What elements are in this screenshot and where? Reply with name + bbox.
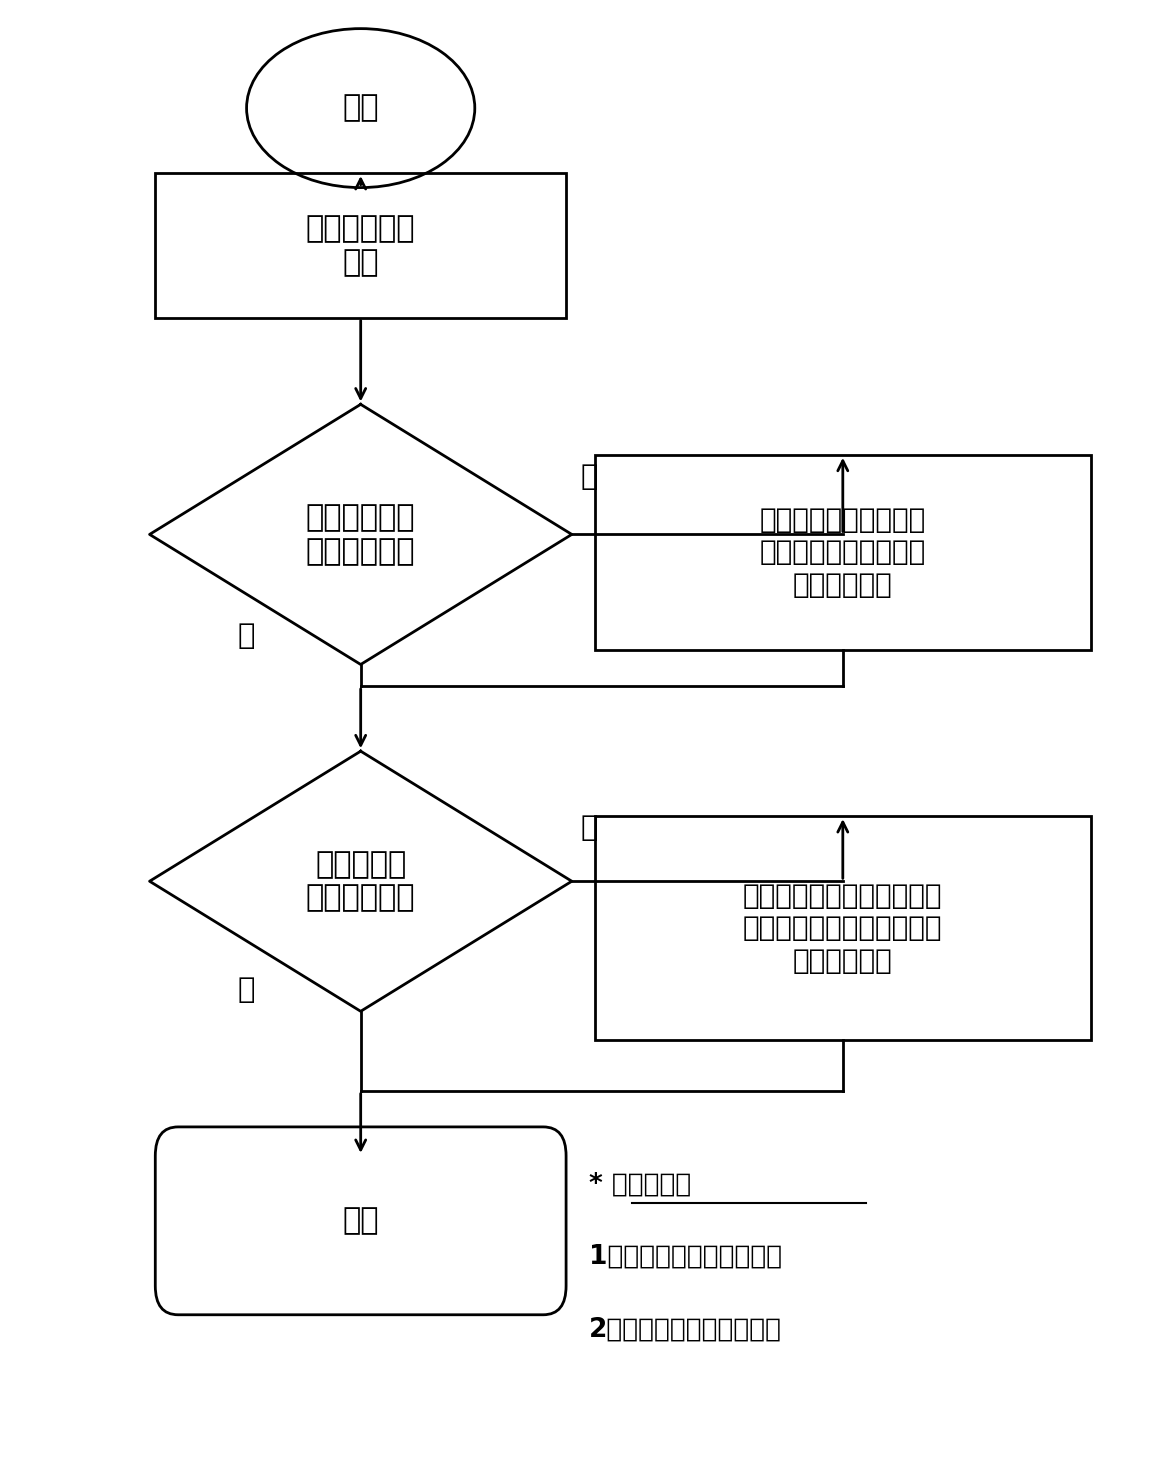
Text: 调整地面站站址，使得单站
站址尽可能在南部，经度靠
近星下点经度: 调整地面站站址，使得单站 站址尽可能在南部，经度靠 近星下点经度 bbox=[743, 881, 942, 975]
Text: 沿布站线上观测仰角增
大或减小的方向重新选
择地面站站址: 沿布站线上观测仰角增 大或减小的方向重新选 择地面站站址 bbox=[760, 506, 926, 598]
Bar bbox=[595, 816, 1091, 1040]
Bar bbox=[595, 455, 1091, 651]
Text: 是: 是 bbox=[238, 976, 255, 1004]
Text: 计算观测仰角
范围: 计算观测仰角 范围 bbox=[306, 214, 416, 277]
Text: 是: 是 bbox=[238, 622, 255, 649]
Bar bbox=[155, 174, 566, 318]
Text: 结束: 结束 bbox=[342, 1207, 379, 1236]
Text: 判断经纬度
是否满足条件: 判断经纬度 是否满足条件 bbox=[306, 851, 416, 912]
Text: 否: 否 bbox=[580, 463, 597, 490]
Text: * 经纬度条件: * 经纬度条件 bbox=[589, 1172, 691, 1198]
Text: 判断观测仰角
是否满足要求: 判断观测仰角 是否满足要求 bbox=[306, 503, 416, 566]
Text: 2）经度靠近星下点的经度: 2）经度靠近星下点的经度 bbox=[589, 1316, 782, 1342]
Text: 1）纬度小，靠近我国南部: 1）纬度小，靠近我国南部 bbox=[589, 1245, 782, 1269]
Text: 开始: 开始 bbox=[342, 93, 379, 123]
Text: 否: 否 bbox=[580, 814, 597, 842]
